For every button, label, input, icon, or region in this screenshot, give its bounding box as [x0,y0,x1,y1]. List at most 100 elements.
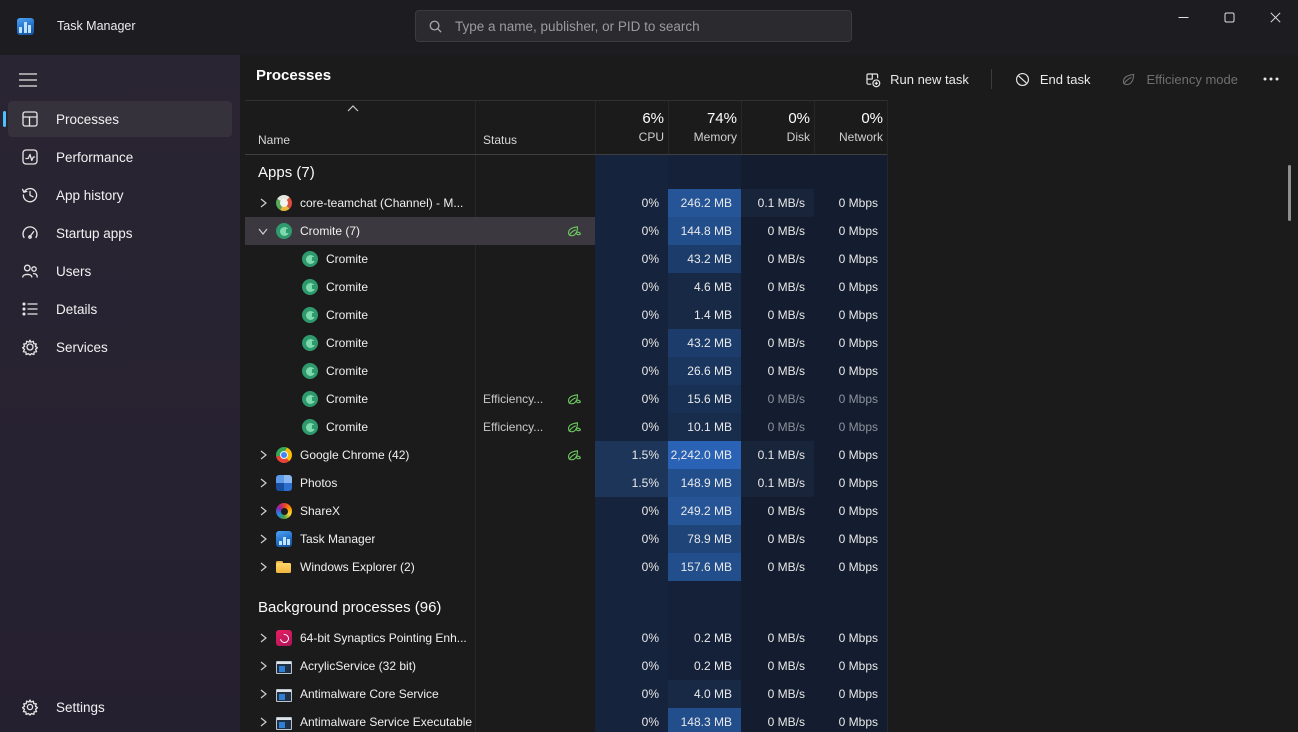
process-row[interactable]: Cromite 0% 26.6 MB 0 MB/s 0 Mbps [245,357,887,385]
column-header-status[interactable]: Status [483,133,518,147]
sidebar-item-services[interactable]: Services [8,329,232,365]
process-name: Cromite [326,392,369,406]
process-name: Cromite [326,308,369,322]
cpu-value: 0% [595,273,668,301]
process-row[interactable]: Cromite Efficiency... 0% 15.6 MB 0 MB/s 0 Mb… [245,385,887,413]
group-header-row[interactable]: Apps (7) [245,155,887,189]
expand-chevron-right-icon[interactable] [254,534,272,544]
efficiency-leaf-icon [566,448,583,463]
column-header-name[interactable]: Name [258,133,291,147]
search-box[interactable] [415,10,852,42]
expand-chevron-right-icon[interactable] [254,661,272,671]
process-name: Cromite [326,364,369,378]
run-new-task-button[interactable]: Run new task [852,64,981,94]
memory-value: 2,242.0 MB [668,441,741,469]
memory-value: 148.3 MB [668,708,741,732]
process-name: AcrylicService (32 bit) [300,659,417,673]
sidebar-item-users[interactable]: Users [8,253,232,289]
network-value: 0 Mbps [814,189,887,217]
cpu-value: 0% [595,301,668,329]
network-value: 0 Mbps [814,708,887,732]
expand-chevron-right-icon[interactable] [254,198,272,208]
disk-value: 0.1 MB/s [741,469,814,497]
column-header-memory[interactable]: 74% Memory [693,110,737,144]
process-row[interactable]: Cromite 0% 43.2 MB 0 MB/s 0 Mbps [245,329,887,357]
sidebar-item-app-history[interactable]: App history [8,177,232,213]
search-input[interactable] [455,18,839,34]
process-row[interactable]: Google Chrome (42) 1.5% 2,242.0 MB 0.1 MB/… [245,441,887,469]
end-task-button[interactable]: End task [1002,64,1103,94]
more-icon [1263,77,1279,81]
process-row[interactable]: ShareX 0% 249.2 MB 0 MB/s 0 Mbps [245,497,887,525]
cpu-value: 0% [595,525,668,553]
process-row[interactable]: Antimalware Core Service 0% 4.0 MB 0 MB/s 0 … [245,680,887,708]
group-label: Background processes (96) [258,598,442,616]
expand-chevron-right-icon[interactable] [254,450,272,460]
end-task-label: End task [1039,71,1091,87]
process-row[interactable]: 64-bit Synaptics Pointing Enh... 0% 0.2 MB… [245,624,887,652]
expand-chevron-right-icon[interactable] [254,717,272,727]
process-row[interactable]: Cromite 0% 1.4 MB 0 MB/s 0 Mbps [245,301,887,329]
cpu-value: 0% [595,189,668,217]
process-row[interactable]: Antimalware Service Executable 0% 148.3 MB… [245,708,887,732]
expand-chevron-right-icon[interactable] [254,633,272,643]
vertical-scrollbar[interactable] [1288,165,1291,221]
process-row[interactable]: core-teamchat (Channel) - M... 0% 246.2 MB… [245,189,887,217]
efficiency-mode-button[interactable]: Efficiency mode [1108,64,1250,94]
nav-item-label: Startup apps [56,225,133,241]
settings-icon [20,697,40,717]
column-header-disk[interactable]: 0% Disk [786,110,810,144]
process-row[interactable]: Cromite (7) 0% 144.8 MB 0 MB/s 0 Mbps [245,217,887,245]
expand-chevron-right-icon[interactable] [254,689,272,699]
sidebar-item-details[interactable]: Details [8,291,232,327]
process-row[interactable]: Task Manager 0% 78.9 MB 0 MB/s 0 Mbps [245,525,887,553]
close-button[interactable] [1252,0,1298,34]
disk-value: 0 MB/s [741,217,814,245]
sidebar-item-processes[interactable]: Processes [3,101,232,137]
process-row[interactable]: Photos 1.5% 148.9 MB 0.1 MB/s 0 Mbps [245,469,887,497]
nav-item-label: Users [56,263,92,279]
selected-accent-bar [3,111,6,127]
cromite-app-icon [302,251,318,267]
cromite-app-icon [302,391,318,407]
process-row[interactable]: Cromite 0% 4.6 MB 0 MB/s 0 Mbps [245,273,887,301]
memory-value: 4.0 MB [668,680,741,708]
process-row[interactable]: Windows Explorer (2) 0% 157.6 MB 0 MB/s 0 Mb… [245,553,887,581]
process-row[interactable]: Cromite Efficiency... 0% 10.1 MB 0 MB/s 0 Mb… [245,413,887,441]
nav-item-label: Performance [56,149,134,165]
group-header-row[interactable]: Background processes (96) [245,590,887,624]
expand-chevron-right-icon[interactable] [254,562,272,572]
memory-value: 249.2 MB [668,497,741,525]
process-row[interactable]: Cromite 0% 43.2 MB 0 MB/s 0 Mbps [245,245,887,273]
process-row[interactable]: AcrylicService (32 bit) 0% 0.2 MB 0 MB/s 0 M… [245,652,887,680]
expand-chevron-right-icon[interactable] [254,506,272,516]
expand-chevron-down-icon[interactable] [254,226,272,236]
process-name: Windows Explorer (2) [300,560,415,574]
window-app-icon [276,660,292,674]
column-header-cpu[interactable]: 6% CPU [638,110,664,144]
sidebar-item-performance[interactable]: Performance [8,139,232,175]
column-header-network[interactable]: 0% Network [838,110,883,144]
network-value: 0 Mbps [814,245,887,273]
services-icon [20,337,40,357]
memory-value: 43.2 MB [668,245,741,273]
sidebar-item-startup-apps[interactable]: Startup apps [8,215,232,251]
process-name: Antimalware Core Service [300,687,439,701]
memory-value: 0.2 MB [668,624,741,652]
minimize-button[interactable] [1160,0,1206,34]
disk-value: 0 MB/s [741,273,814,301]
page-title: Processes [256,67,332,84]
memory-value: 10.1 MB [668,413,741,441]
process-name: Google Chrome (42) [300,448,410,462]
cpu-value: 0% [595,385,668,413]
navigation-menu-button[interactable] [10,63,46,97]
cromite-app-icon [302,419,318,435]
run-new-task-label: Run new task [890,71,969,87]
sidebar-item-settings[interactable]: Settings [8,689,232,725]
network-value: 0 Mbps [814,525,887,553]
more-options-button[interactable] [1256,64,1286,94]
task-manager-logo-icon [17,18,34,35]
maximize-button[interactable] [1206,0,1252,34]
expand-chevron-right-icon[interactable] [254,478,272,488]
main-panel: Processes Run new task End task [240,55,1298,732]
